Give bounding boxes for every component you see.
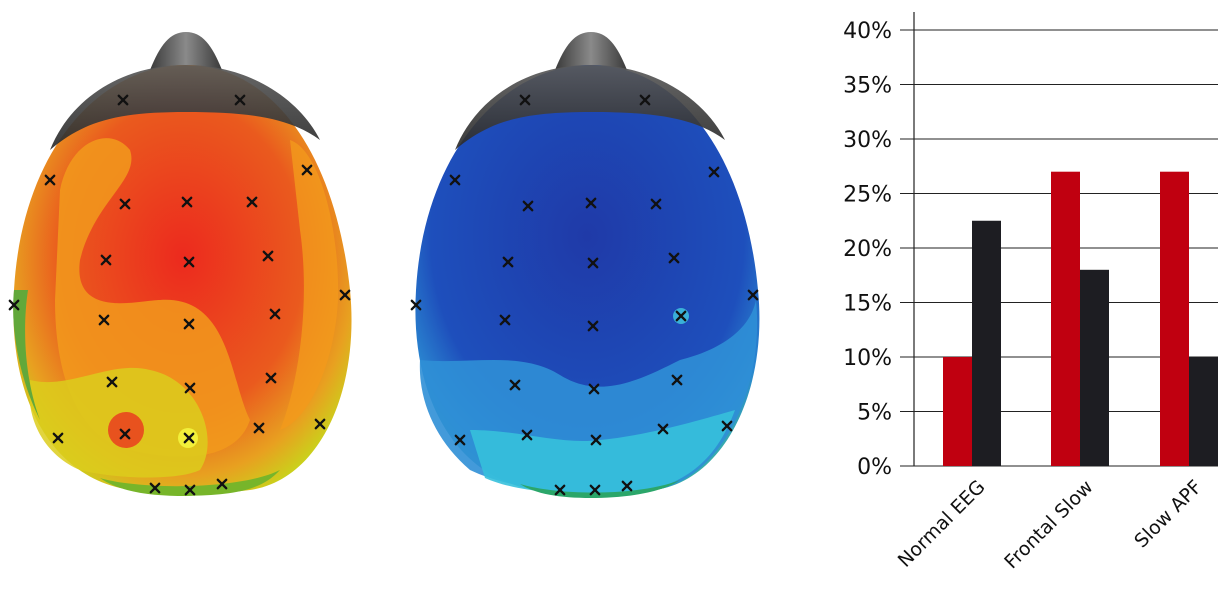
electrode-marker xyxy=(262,250,274,262)
electrode-marker xyxy=(265,372,277,384)
warm-red-spot xyxy=(108,412,144,448)
head-map-cool xyxy=(415,32,760,498)
electrode-marker xyxy=(100,254,112,266)
electrode-marker xyxy=(657,423,669,435)
electrode-markers xyxy=(8,94,759,496)
electrode-marker xyxy=(585,197,597,209)
electrode-marker xyxy=(499,314,511,326)
y-tick-label: 40% xyxy=(843,19,892,44)
bar xyxy=(972,220,1001,466)
electrode-marker xyxy=(747,289,759,301)
y-tick-label: 10% xyxy=(843,346,892,371)
electrode-marker xyxy=(149,482,161,494)
nose-shape xyxy=(150,32,222,70)
electrode-marker xyxy=(246,196,258,208)
electrode-marker xyxy=(587,320,599,332)
electrode-marker xyxy=(253,422,265,434)
y-tick-label: 30% xyxy=(843,128,892,153)
electrode-marker xyxy=(216,478,228,490)
electrode-marker xyxy=(554,484,566,496)
electrode-marker xyxy=(671,374,683,386)
electrode-marker xyxy=(234,94,246,106)
electrode-marker xyxy=(301,164,313,176)
bar xyxy=(1160,171,1189,466)
y-tick-label: 35% xyxy=(843,74,892,99)
electrode-marker xyxy=(650,198,662,210)
electrode-marker xyxy=(52,432,64,444)
electrode-marker xyxy=(675,310,687,322)
y-tick-label: 20% xyxy=(843,237,892,262)
electrode-marker xyxy=(106,376,118,388)
electrode-marker xyxy=(639,94,651,106)
bar-chart: 0% 5% 10% 15% 20% 25% 30% 35% 40% Normal EEG Fron… xyxy=(843,12,1218,573)
electrode-marker xyxy=(587,257,599,269)
x-tick-label: Normal EEG xyxy=(894,476,990,572)
electrode-marker xyxy=(590,434,602,446)
electrode-marker xyxy=(721,420,733,432)
electrode-marker xyxy=(44,174,56,186)
electrode-marker xyxy=(588,383,600,395)
y-tick-label: 25% xyxy=(843,183,892,208)
electrode-marker xyxy=(589,484,601,496)
electrode-marker xyxy=(454,434,466,446)
electrode-marker xyxy=(8,299,20,311)
electrode-marker xyxy=(509,379,521,391)
bar xyxy=(1189,357,1218,466)
electrode-marker xyxy=(183,432,195,444)
y-tick-label: 0% xyxy=(857,455,892,480)
bar xyxy=(943,357,972,466)
electrode-marker xyxy=(621,480,633,492)
head-map-warm xyxy=(13,32,352,496)
bar xyxy=(1080,269,1109,466)
x-axis-category-labels: Normal EEG Frontal Slow Slow APF xyxy=(894,476,1207,573)
electrode-marker xyxy=(181,196,193,208)
electrode-marker xyxy=(668,252,680,264)
scalp-cap xyxy=(50,65,320,150)
warm-green-left xyxy=(13,290,40,420)
electrode-marker xyxy=(339,289,351,301)
electrode-marker xyxy=(521,429,533,441)
electrode-marker xyxy=(119,428,131,440)
electrode-marker xyxy=(314,418,326,430)
y-tick-label: 5% xyxy=(857,401,892,426)
electrode-marker xyxy=(117,94,129,106)
electrode-marker xyxy=(522,200,534,212)
electrode-marker xyxy=(449,174,461,186)
warm-green-bottom xyxy=(100,470,280,496)
electrode-marker xyxy=(184,484,196,496)
y-tick-label: 15% xyxy=(843,292,892,317)
x-tick-label: Slow APF xyxy=(1130,476,1206,552)
electrode-marker xyxy=(708,166,720,178)
bar xyxy=(1051,171,1080,466)
x-tick-label: Frontal Slow xyxy=(1000,476,1097,573)
electrode-marker xyxy=(184,382,196,394)
electrode-marker xyxy=(410,299,422,311)
electrode-marker xyxy=(98,314,110,326)
nose-shape xyxy=(555,32,627,70)
cool-cyan-region xyxy=(470,410,735,495)
cool-green-bottom xyxy=(520,480,680,498)
electrode-marker xyxy=(519,94,531,106)
electrode-marker xyxy=(269,308,281,320)
chart-bars xyxy=(943,171,1218,466)
electrode-marker xyxy=(502,256,514,268)
electrode-marker xyxy=(183,256,195,268)
electrode-marker xyxy=(183,318,195,330)
scalp-cap xyxy=(455,65,725,150)
warm-orange-right xyxy=(280,140,339,430)
y-axis-tick-labels: 0% 5% 10% 15% 20% 25% 30% 35% 40% xyxy=(843,19,892,480)
electrode-marker xyxy=(119,198,131,210)
